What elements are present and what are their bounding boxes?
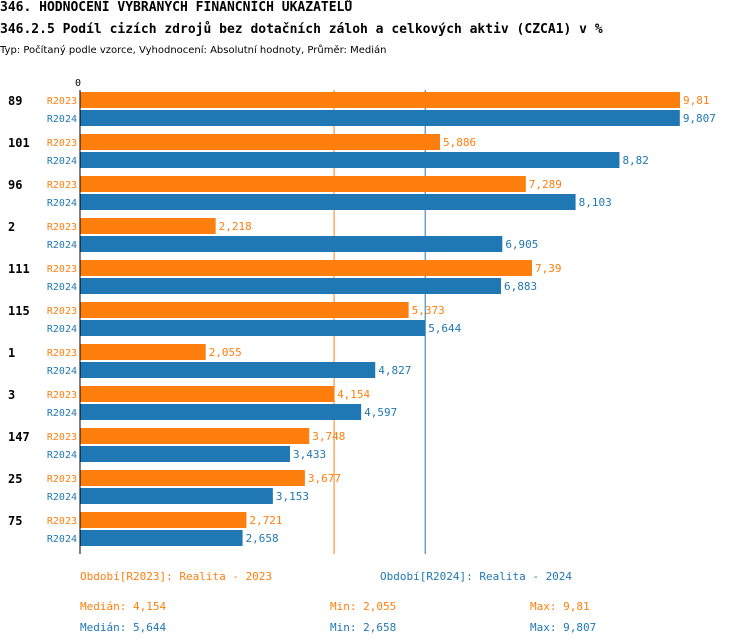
series-label-R2024-111: R2024 bbox=[47, 282, 77, 293]
value-label-R2023-2: 2,218 bbox=[219, 220, 252, 233]
series-label-R2024-25: R2024 bbox=[47, 492, 77, 503]
series-label-R2023-111: R2023 bbox=[47, 264, 77, 275]
value-label-R2024-101: 8,82 bbox=[622, 154, 649, 167]
series-label-R2023-3: R2023 bbox=[47, 390, 77, 401]
category-label-2: 2 bbox=[8, 220, 15, 234]
legend-r2024: Období[R2024]: Realita - 2024 bbox=[380, 570, 573, 583]
series-label-R2023-2: R2023 bbox=[47, 222, 77, 233]
value-label-R2024-1: 4,827 bbox=[378, 364, 411, 377]
category-label-111: 111 bbox=[8, 262, 30, 276]
stat-median-r2023: Medián: 4,154 bbox=[80, 600, 167, 613]
category-label-89: 89 bbox=[8, 94, 22, 108]
bar-R2023-101 bbox=[80, 134, 440, 150]
stat-min-r2023: Min: 2,055 bbox=[330, 600, 397, 613]
value-label-R2024-111: 6,883 bbox=[504, 280, 537, 293]
bar-R2023-115 bbox=[80, 302, 409, 318]
chart-subtitle: 346.2.5 Podíl cizích zdrojů bez dotačníc… bbox=[0, 22, 603, 37]
category-label-3: 3 bbox=[8, 388, 15, 402]
value-label-R2023-89: 9,81 bbox=[683, 94, 710, 107]
value-label-R2024-96: 8,103 bbox=[579, 196, 612, 209]
series-label-R2024-89: R2024 bbox=[47, 114, 77, 125]
value-label-R2023-3: 4,154 bbox=[337, 388, 370, 401]
value-label-R2023-101: 5,886 bbox=[443, 136, 476, 149]
bar-R2023-89 bbox=[80, 92, 680, 108]
stat-median-r2024: Medián: 5,644 bbox=[80, 621, 167, 634]
category-label-1: 1 bbox=[8, 346, 15, 360]
series-label-R2023-25: R2023 bbox=[47, 474, 77, 485]
stat-min-r2024: Min: 2,658 bbox=[330, 621, 397, 634]
bar-R2023-25 bbox=[80, 470, 305, 486]
category-label-115: 115 bbox=[8, 304, 30, 318]
bar-R2023-96 bbox=[80, 176, 526, 192]
series-label-R2024-147: R2024 bbox=[47, 450, 77, 461]
series-label-R2023-101: R2023 bbox=[47, 138, 77, 149]
bar-R2023-2 bbox=[80, 218, 216, 234]
bar-R2024-89 bbox=[80, 110, 680, 126]
bar-R2023-1 bbox=[80, 344, 206, 360]
value-label-R2024-2: 6,905 bbox=[505, 238, 538, 251]
bar-R2024-25 bbox=[80, 488, 273, 504]
bar-R2024-96 bbox=[80, 194, 576, 210]
series-label-R2023-96: R2023 bbox=[47, 180, 77, 191]
bar-R2024-101 bbox=[80, 152, 620, 168]
value-label-R2024-147: 3,433 bbox=[293, 448, 326, 461]
series-label-R2024-101: R2024 bbox=[47, 156, 77, 167]
value-label-R2023-96: 7,289 bbox=[529, 178, 562, 191]
value-label-R2023-115: 5,373 bbox=[412, 304, 445, 317]
category-label-101: 101 bbox=[8, 136, 30, 150]
series-label-R2024-96: R2024 bbox=[47, 198, 77, 209]
value-label-R2024-89: 9,807 bbox=[683, 112, 716, 125]
page-title: 346. HODNOCENÍ VYBRANÝCH FINANČNÍCH UKAZ… bbox=[0, 0, 353, 15]
bar-R2024-75 bbox=[80, 530, 243, 546]
category-label-25: 25 bbox=[8, 472, 22, 486]
series-label-R2024-1: R2024 bbox=[47, 366, 77, 377]
value-label-R2024-75: 2,658 bbox=[246, 532, 279, 545]
category-label-147: 147 bbox=[8, 430, 30, 444]
bar-R2024-115 bbox=[80, 320, 426, 336]
bar-R2024-3 bbox=[80, 404, 362, 420]
series-label-R2023-75: R2023 bbox=[47, 516, 77, 527]
series-label-R2024-75: R2024 bbox=[47, 534, 77, 545]
value-label-R2023-111: 7,39 bbox=[535, 262, 562, 275]
category-label-96: 96 bbox=[8, 178, 22, 192]
value-label-R2023-1: 2,055 bbox=[209, 346, 242, 359]
bar-R2024-2 bbox=[80, 236, 503, 252]
series-label-R2024-3: R2024 bbox=[47, 408, 77, 419]
axis-zero-label: 0 bbox=[75, 78, 81, 89]
series-label-R2023-147: R2023 bbox=[47, 432, 77, 443]
series-label-R2023-115: R2023 bbox=[47, 306, 77, 317]
category-label-75: 75 bbox=[8, 514, 22, 528]
chart-type-line: Typ: Počítaný podle vzorce, Vyhodnocení:… bbox=[0, 45, 387, 56]
bar-R2023-3 bbox=[80, 386, 335, 402]
legend-r2023: Období[R2023]: Realita - 2023 bbox=[80, 570, 273, 583]
series-label-R2023-89: R2023 bbox=[47, 96, 77, 107]
stat-max-r2024: Max: 9,807 bbox=[530, 621, 597, 634]
bar-R2024-111 bbox=[80, 278, 501, 294]
stat-max-r2023: Max: 9,81 bbox=[530, 600, 590, 613]
value-label-R2023-25: 3,677 bbox=[308, 472, 341, 485]
value-label-R2024-25: 3,153 bbox=[276, 490, 309, 503]
series-label-R2023-1: R2023 bbox=[47, 348, 77, 359]
series-label-R2024-115: R2024 bbox=[47, 324, 77, 335]
value-label-R2023-75: 2,721 bbox=[249, 514, 282, 527]
bar-R2023-147 bbox=[80, 428, 310, 444]
series-label-R2024-2: R2024 bbox=[47, 240, 77, 251]
bar-R2024-1 bbox=[80, 362, 376, 378]
value-label-R2024-115: 5,644 bbox=[428, 322, 461, 335]
bar-R2024-147 bbox=[80, 446, 290, 462]
bar-R2023-75 bbox=[80, 512, 247, 528]
value-label-R2023-147: 3,748 bbox=[312, 430, 345, 443]
bar-R2023-111 bbox=[80, 260, 532, 276]
value-label-R2024-3: 4,597 bbox=[364, 406, 397, 419]
